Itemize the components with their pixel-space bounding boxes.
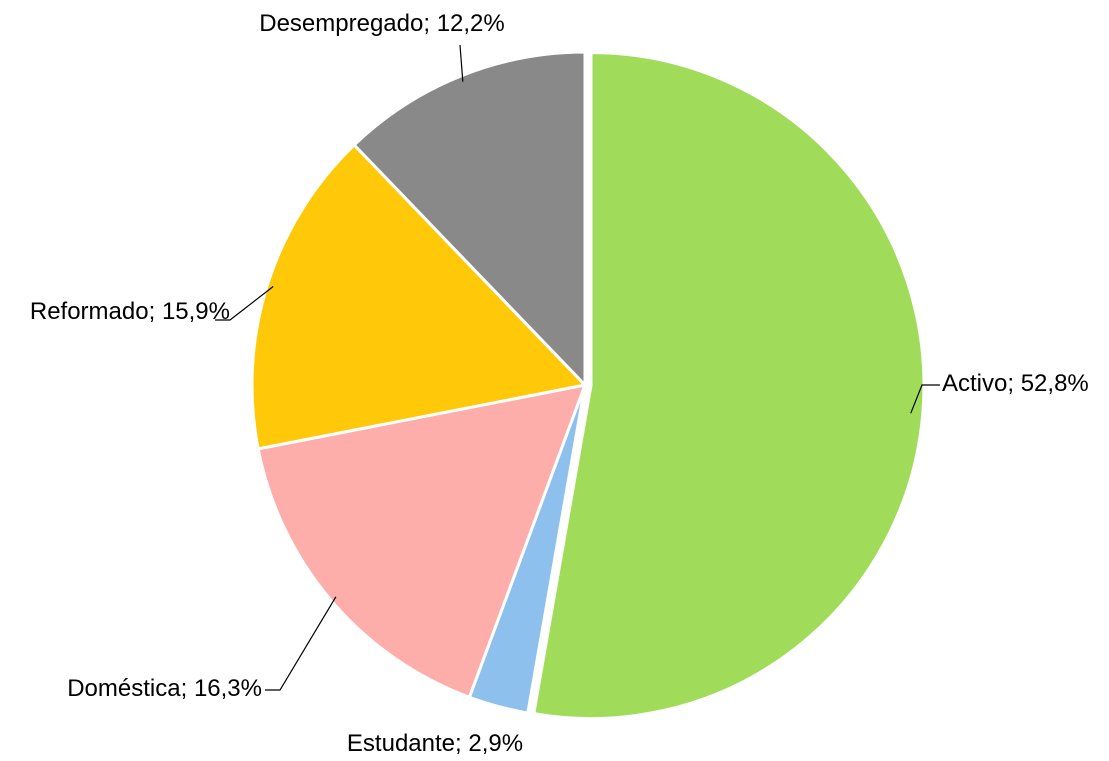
category-name: Desempregado	[259, 10, 423, 37]
data-label: Doméstica; 16,3%	[67, 675, 262, 702]
value-label: 52,8%	[1021, 370, 1089, 397]
value-label: 2,9%	[468, 730, 523, 757]
value-label: 15,9%	[162, 298, 230, 325]
label-separator: ;	[423, 10, 436, 37]
category-name: Estudante	[347, 730, 455, 757]
label-separator: ;	[1007, 370, 1020, 397]
data-label: Desempregado; 12,2%	[259, 10, 505, 37]
pie-slice	[352, 50, 587, 389]
label-separator: ;	[455, 730, 468, 757]
value-label: 12,2%	[437, 10, 505, 37]
label-separator: ;	[181, 675, 194, 702]
pie-slice	[256, 383, 588, 700]
category-name: Activo	[942, 370, 1007, 397]
data-label: Reformado; 15,9%	[30, 298, 230, 325]
leader-line	[265, 596, 337, 691]
leader-line	[215, 286, 274, 321]
pie-slice	[532, 51, 926, 721]
leader-line	[910, 384, 940, 414]
leader-line	[459, 44, 464, 82]
category-name: Doméstica	[67, 675, 181, 702]
data-label: Estudante; 2,9%	[347, 730, 523, 757]
label-separator: ;	[149, 298, 162, 325]
category-name: Reformado	[30, 298, 149, 325]
value-label: 16,3%	[194, 675, 262, 702]
pie-slice	[250, 142, 588, 451]
data-label: Activo; 52,8%	[942, 370, 1089, 397]
